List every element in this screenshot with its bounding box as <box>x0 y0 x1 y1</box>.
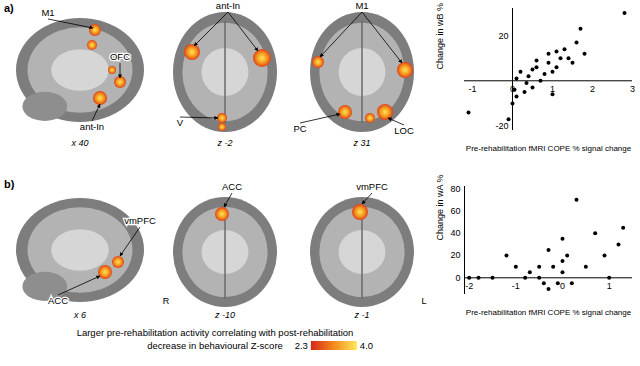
svg-text:Pre-rehabilitation fMRI COPE %: Pre-rehabilitation fMRI COPE % signal ch… <box>466 144 632 153</box>
svg-text:z -2: z -2 <box>216 138 232 148</box>
svg-text:Change in wA %: Change in wA % <box>435 174 445 240</box>
svg-text:x 6: x 6 <box>73 310 86 320</box>
svg-text:x 40: x 40 <box>70 138 88 148</box>
svg-text:60: 60 <box>450 206 460 216</box>
svg-text:0: 0 <box>455 273 460 283</box>
svg-text:-1: -1 <box>468 84 476 94</box>
svg-text:ant-In: ant-In <box>216 0 240 11</box>
svg-text:LOC: LOC <box>394 125 414 136</box>
svg-text:2.3: 2.3 <box>295 340 308 351</box>
svg-text:1: 1 <box>607 281 612 291</box>
svg-text:vmPFC: vmPFC <box>356 181 388 192</box>
svg-text:Pre-rehabilitation fMRI COPE %: Pre-rehabilitation fMRI COPE % signal ch… <box>466 308 632 317</box>
svg-text:V: V <box>177 117 184 128</box>
svg-text:z -1: z -1 <box>353 310 369 320</box>
svg-text:Change in wB %: Change in wB % <box>435 3 445 70</box>
svg-text:a): a) <box>4 2 14 14</box>
svg-text:M1: M1 <box>355 0 368 11</box>
svg-text:4.0: 4.0 <box>360 340 373 351</box>
svg-text:-20: -20 <box>495 121 508 131</box>
svg-text:M1: M1 <box>41 7 54 18</box>
svg-text:z -10: z -10 <box>214 310 235 320</box>
svg-text:3: 3 <box>630 84 635 94</box>
svg-text:80: 80 <box>450 184 460 194</box>
svg-text:20: 20 <box>498 30 508 40</box>
svg-text:-2: -2 <box>465 281 473 291</box>
svg-text:decrease in behavioural Z-scor: decrease in behavioural Z-score <box>147 340 283 351</box>
svg-text:20: 20 <box>450 250 460 260</box>
svg-text:R: R <box>163 296 170 306</box>
svg-text:ACC: ACC <box>222 181 242 192</box>
svg-text:-1: -1 <box>512 281 520 291</box>
svg-text:40: 40 <box>450 228 460 238</box>
svg-text:ant-In: ant-In <box>80 121 104 132</box>
svg-text:1: 1 <box>550 84 555 94</box>
svg-text:PC: PC <box>293 123 306 134</box>
svg-text:z 31: z 31 <box>352 138 370 148</box>
svg-text:L: L <box>421 296 426 306</box>
svg-text:0: 0 <box>510 84 515 94</box>
svg-text:ACC: ACC <box>48 295 68 306</box>
svg-text:0: 0 <box>560 281 565 291</box>
svg-text:2: 2 <box>590 84 595 94</box>
svg-text:b): b) <box>4 178 15 190</box>
svg-text:vmPFC: vmPFC <box>124 215 156 226</box>
svg-text:OFC: OFC <box>110 51 130 62</box>
svg-text:Larger pre-rehabilitation acti: Larger pre-rehabilitation activity corre… <box>77 327 354 338</box>
